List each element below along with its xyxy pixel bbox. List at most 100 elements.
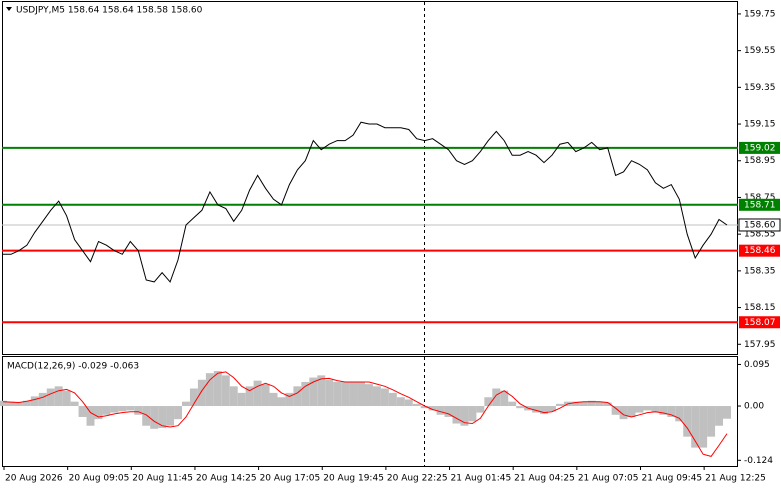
y-tick-label: 158.55 [744,230,776,240]
histogram-bar [0,400,7,407]
histogram-bar [269,392,278,407]
x-tick-label: 20 Aug 19:45 [323,474,384,484]
histogram-bar [532,406,541,413]
histogram-bar [699,406,708,448]
histogram-bar [341,381,350,407]
histogram-bar [404,399,413,407]
histogram-bar [715,406,724,426]
histogram-bar [436,406,445,415]
histogram-bar [189,388,198,407]
histogram-bar [611,406,620,415]
histogram-bar [683,406,692,437]
signal-line [2,371,728,457]
histogram-bar [707,406,716,437]
level-label: 158.46 [744,246,776,256]
histogram-bar [14,402,23,407]
histogram-bar [245,386,254,407]
histogram-bar [635,406,644,413]
y-tick-label: 158.15 [744,303,776,313]
y-tick-label: 159.15 [744,120,776,130]
histogram-bar [261,384,270,407]
histogram-bar [174,406,183,420]
histogram-bar [452,406,461,424]
histogram-bar [540,406,548,414]
histogram-bar [659,406,668,415]
histogram-bar [237,392,246,407]
histogram-bar [484,397,493,407]
histogram-bar [309,377,318,407]
macd-header: MACD(12,26,9) -0.029 -0.063 [7,362,139,372]
histogram-bar [444,406,453,417]
y-tick-label: 159.35 [744,83,776,93]
price-header: USDJPY,M5 158.64 158.64 158.58 158.60 [16,6,203,16]
x-tick-label: 20 Aug 11:45 [132,474,193,484]
histogram-bar [253,380,262,407]
histogram-bar [38,392,47,407]
y-tick-label: -0.124 [744,456,773,466]
histogram-bar [30,396,39,407]
level-box [739,244,780,257]
level-box [739,316,780,329]
histogram-bar [213,371,222,407]
price-line [3,121,728,283]
histogram-bar [221,375,230,407]
histogram-bar [547,406,556,412]
histogram-bar [579,401,588,407]
histogram-bar [46,388,55,407]
x-tick-label: 20 Aug 09:05 [69,474,130,484]
histogram-bar [301,381,310,407]
histogram-bar [603,402,612,407]
x-tick-label: 20 Aug 2026 [5,474,63,484]
histogram-bar [110,406,119,413]
menu-arrow[interactable] [6,7,12,11]
histogram-bar [205,373,214,407]
histogram-bar [94,406,103,420]
histogram-bar [619,406,628,420]
x-tick-label: 21 Aug 12:25 [705,474,766,484]
y-tick-label: 0.00 [744,402,764,412]
level-box [739,198,780,211]
histogram-bar [691,406,700,448]
histogram-bar [62,390,71,407]
histogram-bar [317,375,326,407]
histogram-bar [118,406,127,412]
histogram-bar [150,406,159,429]
histogram-bar [412,403,421,407]
histogram-bar [460,406,469,426]
current-price-box [738,218,781,232]
level-label: 158.07 [744,318,776,328]
histogram-bar [166,406,175,426]
histogram-bar [70,401,79,407]
histogram-bar [22,400,31,407]
histogram-bar [102,406,111,415]
y-tick-label: 159.55 [744,46,776,56]
x-tick-label: 21 Aug 07:05 [578,474,639,484]
histogram-bar [595,401,604,407]
histogram-bar [651,406,660,413]
histogram-bar [197,379,206,407]
x-tick-label: 21 Aug 09:45 [641,474,702,484]
histogram-bar [293,386,302,407]
histogram-bar [675,406,684,422]
histogram-bar [285,392,294,407]
level-label: 159.02 [744,143,776,153]
y-tick-label: 158.75 [744,193,776,203]
x-tick-label: 20 Aug 17:05 [260,474,321,484]
histogram-bar [229,386,238,407]
histogram-bar [500,390,509,407]
histogram-bar [6,401,15,407]
y-tick-label: 159.75 [744,9,776,19]
histogram-bar [134,406,143,415]
histogram-bar [182,401,190,407]
histogram-bar [571,401,580,407]
histogram-bar [396,397,405,407]
histogram-bar [627,406,636,417]
histogram-bar [78,406,87,417]
histogram-bar [508,401,517,407]
level-label: 158.71 [744,200,776,210]
y-tick-label: 0.095 [744,360,770,370]
histogram-bar [142,406,151,426]
level-box [739,141,780,154]
